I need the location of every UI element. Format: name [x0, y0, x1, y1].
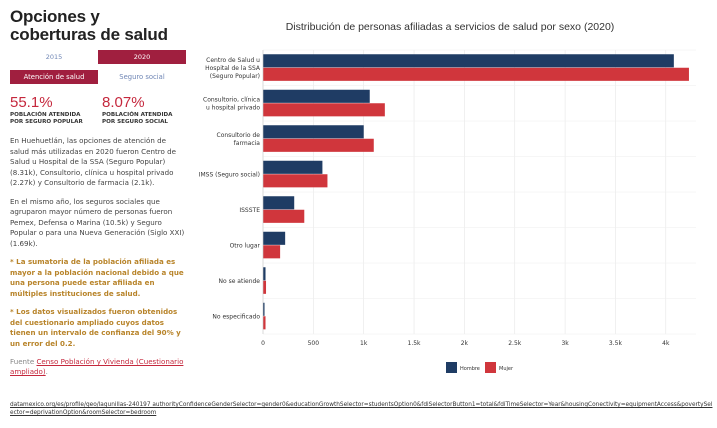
legend-label-mujer: Mujer — [499, 366, 514, 372]
legend-swatch-mujer — [485, 362, 496, 373]
tab-atencion-salud[interactable]: Atención de salud — [10, 70, 98, 84]
bar-mujer — [263, 316, 266, 330]
stat-seguro-social: 8.07% POBLACIÓN ATENDIDA POR SEGURO SOCI… — [102, 94, 186, 126]
category-label: Otro lugar — [230, 242, 261, 249]
legend-swatch-hombre — [446, 362, 457, 373]
bar-hombre — [263, 89, 370, 103]
x-tick-label: 3.5k — [609, 340, 623, 347]
bar-hombre — [263, 231, 286, 245]
stat-value: 8.07% — [102, 94, 145, 111]
bar-mujer — [263, 138, 374, 152]
bar-hombre — [263, 302, 265, 316]
stats: 55.1% POBLACIÓN ATENDIDA POR SEGURO POPU… — [10, 94, 186, 126]
page-title: Opciones y coberturas de salud — [10, 7, 168, 44]
x-tick-label: 2.5k — [508, 340, 522, 347]
source: Fuente Censo Población y Vivienda (Cuest… — [10, 357, 186, 377]
tab-seguro-social[interactable]: Seguro social — [98, 70, 186, 84]
bar-chart: 0 500 1k 1.5k 2k 2.5k 3k 3.5k 4k Centro de Salud … — [199, 49, 696, 373]
year-tabs: 2015 2020 — [10, 50, 186, 64]
bar-mujer — [263, 103, 385, 117]
category-label: No especificado — [212, 313, 260, 320]
category-label: Hospital de la SSA — [205, 65, 261, 72]
stat-value: 55.1% — [10, 94, 53, 111]
category-label: (Seguro Popular) — [210, 73, 260, 80]
x-tick-label: 4k — [662, 340, 670, 347]
bar-hombre — [263, 54, 674, 68]
bar-mujer — [263, 174, 328, 188]
category-label: u hospital privado — [206, 104, 260, 111]
x-tick-label: 3k — [561, 340, 569, 347]
bar-mujer — [263, 245, 281, 259]
source-prefix: Fuente — [10, 357, 35, 366]
mode-tabs: Atención de salud Seguro social — [10, 70, 186, 84]
bar-hombre — [263, 196, 295, 210]
footer-url[interactable]: datamexico.org/es/profile/geo/lagunillas… — [10, 402, 713, 416]
x-tick-label: 0 — [261, 340, 265, 347]
bar-hombre — [263, 160, 323, 174]
stat-label: POBLACIÓN ATENDIDA POR SEGURO POPULAR — [10, 112, 83, 125]
category-label: Consultorio, clínica — [203, 96, 260, 103]
stat-label: POBLACIÓN ATENDIDA POR SEGURO SOCIAL — [102, 112, 173, 125]
tab-year-2015[interactable]: 2015 — [10, 50, 98, 64]
stat-seguro-popular: 55.1% POBLACIÓN ATENDIDA POR SEGURO POPU… — [10, 94, 94, 126]
x-tick-label: 1.5k — [408, 340, 422, 347]
tab-year-2020[interactable]: 2020 — [98, 50, 186, 64]
x-tick-label: 2k — [461, 340, 469, 347]
bar-hombre — [263, 125, 364, 139]
bar-hombre — [263, 267, 266, 281]
x-tick-label: 1k — [360, 340, 368, 347]
category-label: Centro de Salud u — [206, 57, 260, 64]
category-label: ISSSTE — [239, 207, 260, 214]
summary-paragraph-1: En Huehuetlán, las opciones de atención … — [10, 136, 176, 187]
category-label: No se atiende — [219, 278, 261, 285]
legend-label-hombre: Hombre — [460, 366, 480, 372]
category-label: IMSS (Seguro social) — [199, 171, 260, 178]
source-suffix: . — [45, 367, 48, 376]
bar-mujer — [263, 280, 267, 294]
x-tick-label: 500 — [308, 340, 320, 347]
bar-mujer — [263, 67, 689, 81]
summary-paragraph-2: En el mismo año, los seguros sociales qu… — [10, 196, 185, 248]
note-confidence: * Los datos visualizados fueron obtenido… — [10, 307, 181, 348]
sidebar: Opciones y coberturas de salud 2015 2020… — [10, 8, 186, 377]
source-link[interactable]: Censo Población y Vivienda (Cuestionario… — [10, 357, 184, 376]
note-affiliation: * La sumatoria de la población afiliada … — [10, 257, 184, 298]
category-label: farmacia — [234, 140, 261, 147]
chart-title: Distribución de personas afiliadas a ser… — [285, 21, 615, 33]
bar-mujer — [263, 209, 305, 223]
category-label: Consultorio de — [217, 132, 261, 139]
